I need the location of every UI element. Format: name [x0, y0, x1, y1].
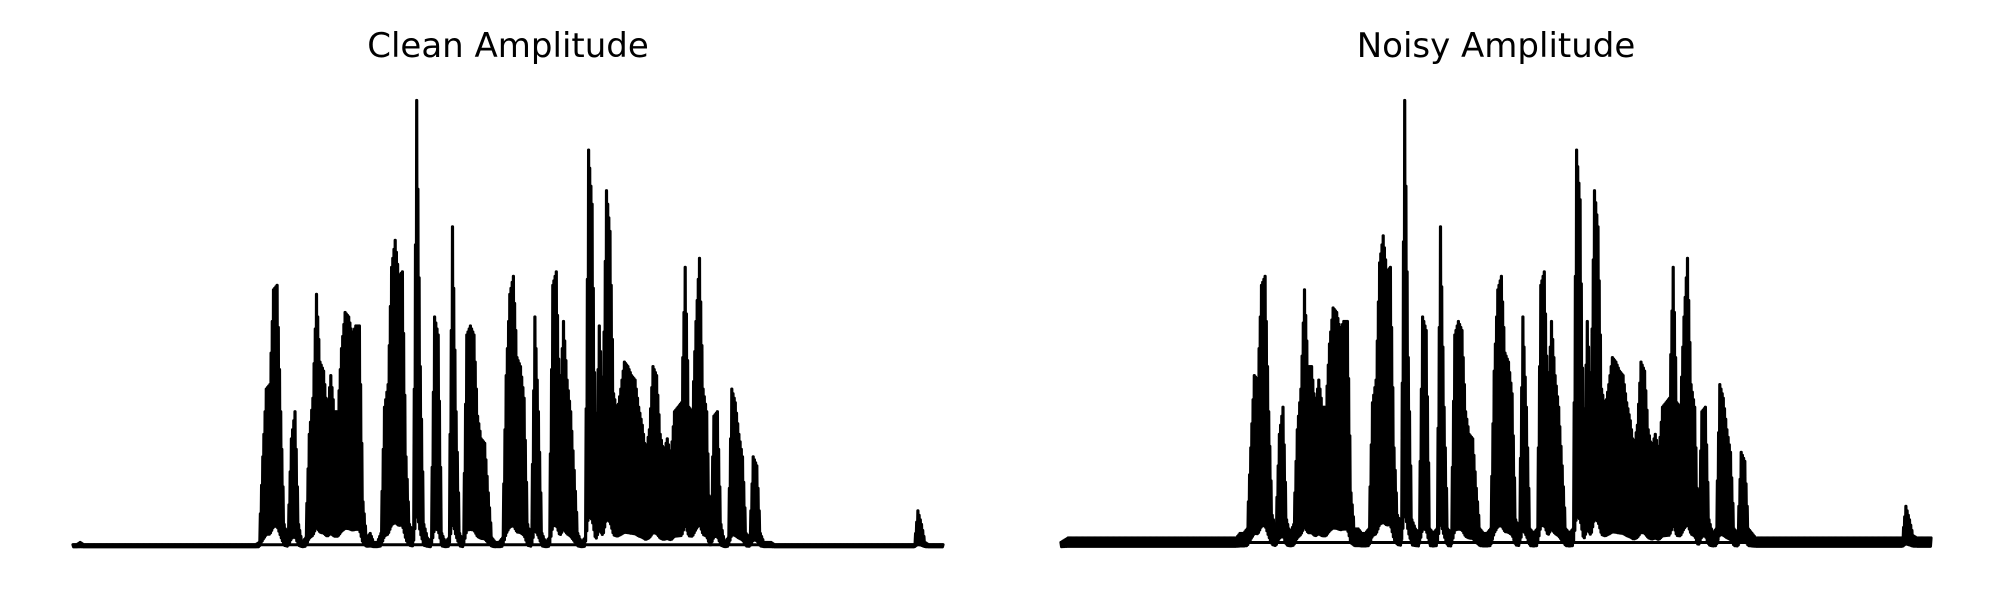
clean-amplitude-line [71, 98, 945, 549]
clean-amplitude-panel: Clean Amplitude [71, 26, 945, 549]
noisy-amplitude-panel: Noisy Amplitude [1059, 26, 1933, 549]
noisy-amplitude-line [1059, 98, 1933, 549]
noisy-amplitude-title: Noisy Amplitude [1357, 26, 1636, 66]
clean-amplitude-title: Clean Amplitude [367, 26, 649, 66]
